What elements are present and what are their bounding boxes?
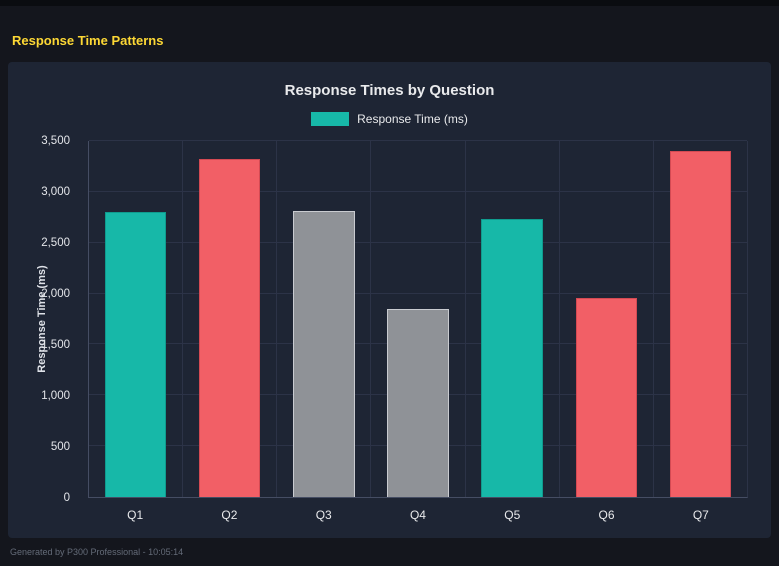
y-tick-label: 2,500 [41, 237, 70, 249]
y-tick-label: 1,500 [41, 339, 70, 351]
bar-cell [558, 141, 653, 497]
legend-item[interactable]: Response Time (ms) [8, 112, 771, 126]
y-tick-label: 1,000 [41, 390, 70, 402]
bar-cell [89, 141, 182, 497]
y-tick-label: 3,000 [41, 186, 70, 198]
x-tick-label: Q3 [315, 508, 332, 522]
bar-q3[interactable] [293, 211, 355, 497]
bar-q7[interactable] [669, 151, 732, 497]
legend-swatch [311, 112, 350, 126]
y-tick-label: 500 [50, 441, 70, 453]
footer-text: Generated by P300 Professional - 10:05:1… [10, 547, 184, 557]
bar-cell [370, 141, 464, 497]
x-tick-label: Q7 [692, 508, 709, 522]
bar-q5[interactable] [481, 219, 543, 497]
bar-q1[interactable] [104, 212, 167, 497]
x-tick-label: Q4 [409, 508, 426, 522]
legend-label: Response Time (ms) [357, 112, 468, 126]
bar-cell [276, 141, 370, 497]
plot-area [88, 140, 748, 498]
y-tick-label: 2,000 [41, 288, 70, 300]
bar-q4[interactable] [387, 308, 449, 497]
bar-q6[interactable] [575, 297, 637, 497]
chart-title: Response Times by Question [284, 82, 495, 99]
y-tick-label: 3,500 [41, 135, 70, 147]
bar-q2[interactable] [198, 159, 261, 497]
y-axis-ticks: 0 500 1,000 1,500 2,000 2,500 3,000 3,500 [8, 135, 80, 504]
x-tick-label: Q2 [221, 508, 238, 522]
bar-cell [652, 141, 747, 497]
bar-cell [464, 141, 559, 497]
chart-panel: Response Times by Question Response Time… [8, 62, 771, 538]
x-axis-labels: Q1 Q2 Q3 Q4 Q5 Q6 Q7 [88, 508, 748, 522]
x-tick-label: Q6 [598, 508, 615, 522]
bar-cell [182, 141, 276, 497]
x-tick-label: Q5 [504, 508, 521, 522]
page-title: Response Time Patterns [12, 33, 164, 48]
y-tick-label: 0 [63, 492, 70, 504]
top-strip [0, 0, 779, 6]
x-tick-label: Q1 [127, 508, 144, 522]
